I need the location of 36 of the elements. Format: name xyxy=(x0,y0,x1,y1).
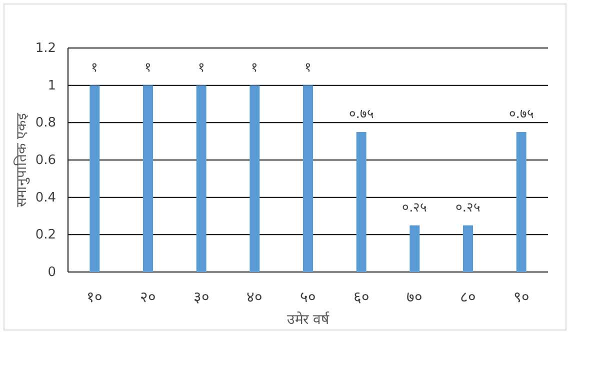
bar xyxy=(196,85,206,272)
x-tick-label: १० xyxy=(86,288,103,306)
bar xyxy=(303,85,313,272)
x-tick-label: ८० xyxy=(460,288,476,306)
data-label: १ xyxy=(251,60,258,76)
y-axis-title: समानुपातिक एकइ xyxy=(13,112,30,208)
data-label: १ xyxy=(91,60,98,76)
data-label: ०.७५ xyxy=(348,107,374,122)
data-label: ०.२५ xyxy=(455,200,481,216)
bar xyxy=(143,85,153,272)
data-label: ०.७५ xyxy=(508,107,534,122)
x-tick-label: ७० xyxy=(406,288,423,306)
x-tick-label: ५० xyxy=(300,288,316,306)
x-tick-label: ६० xyxy=(353,288,370,306)
bar xyxy=(90,85,100,272)
x-tick-label: ९० xyxy=(513,288,530,306)
y-tick-label: 0 xyxy=(48,265,56,280)
data-label: १ xyxy=(198,60,205,76)
bar xyxy=(356,132,366,272)
y-tick-label: 0.2 xyxy=(35,228,56,243)
data-label: १ xyxy=(144,60,152,76)
y-tick-label: 0.6 xyxy=(35,153,56,168)
x-tick-label: ३० xyxy=(193,288,210,306)
y-tick-label: 1 xyxy=(48,78,56,94)
y-tick-label: 1.2 xyxy=(35,41,56,56)
x-tick-label: ४० xyxy=(246,288,263,306)
bar xyxy=(516,132,526,272)
bar xyxy=(250,85,260,272)
data-label: १ xyxy=(304,60,312,76)
bar xyxy=(463,225,473,272)
data-label: ०.२५ xyxy=(402,200,428,216)
x-axis-title: उमेर वर्ष xyxy=(286,311,330,328)
y-tick-label: 0.8 xyxy=(35,116,56,131)
x-tick-label: २० xyxy=(140,288,156,306)
y-tick-label: 0.4 xyxy=(35,190,56,206)
bar xyxy=(410,225,420,272)
